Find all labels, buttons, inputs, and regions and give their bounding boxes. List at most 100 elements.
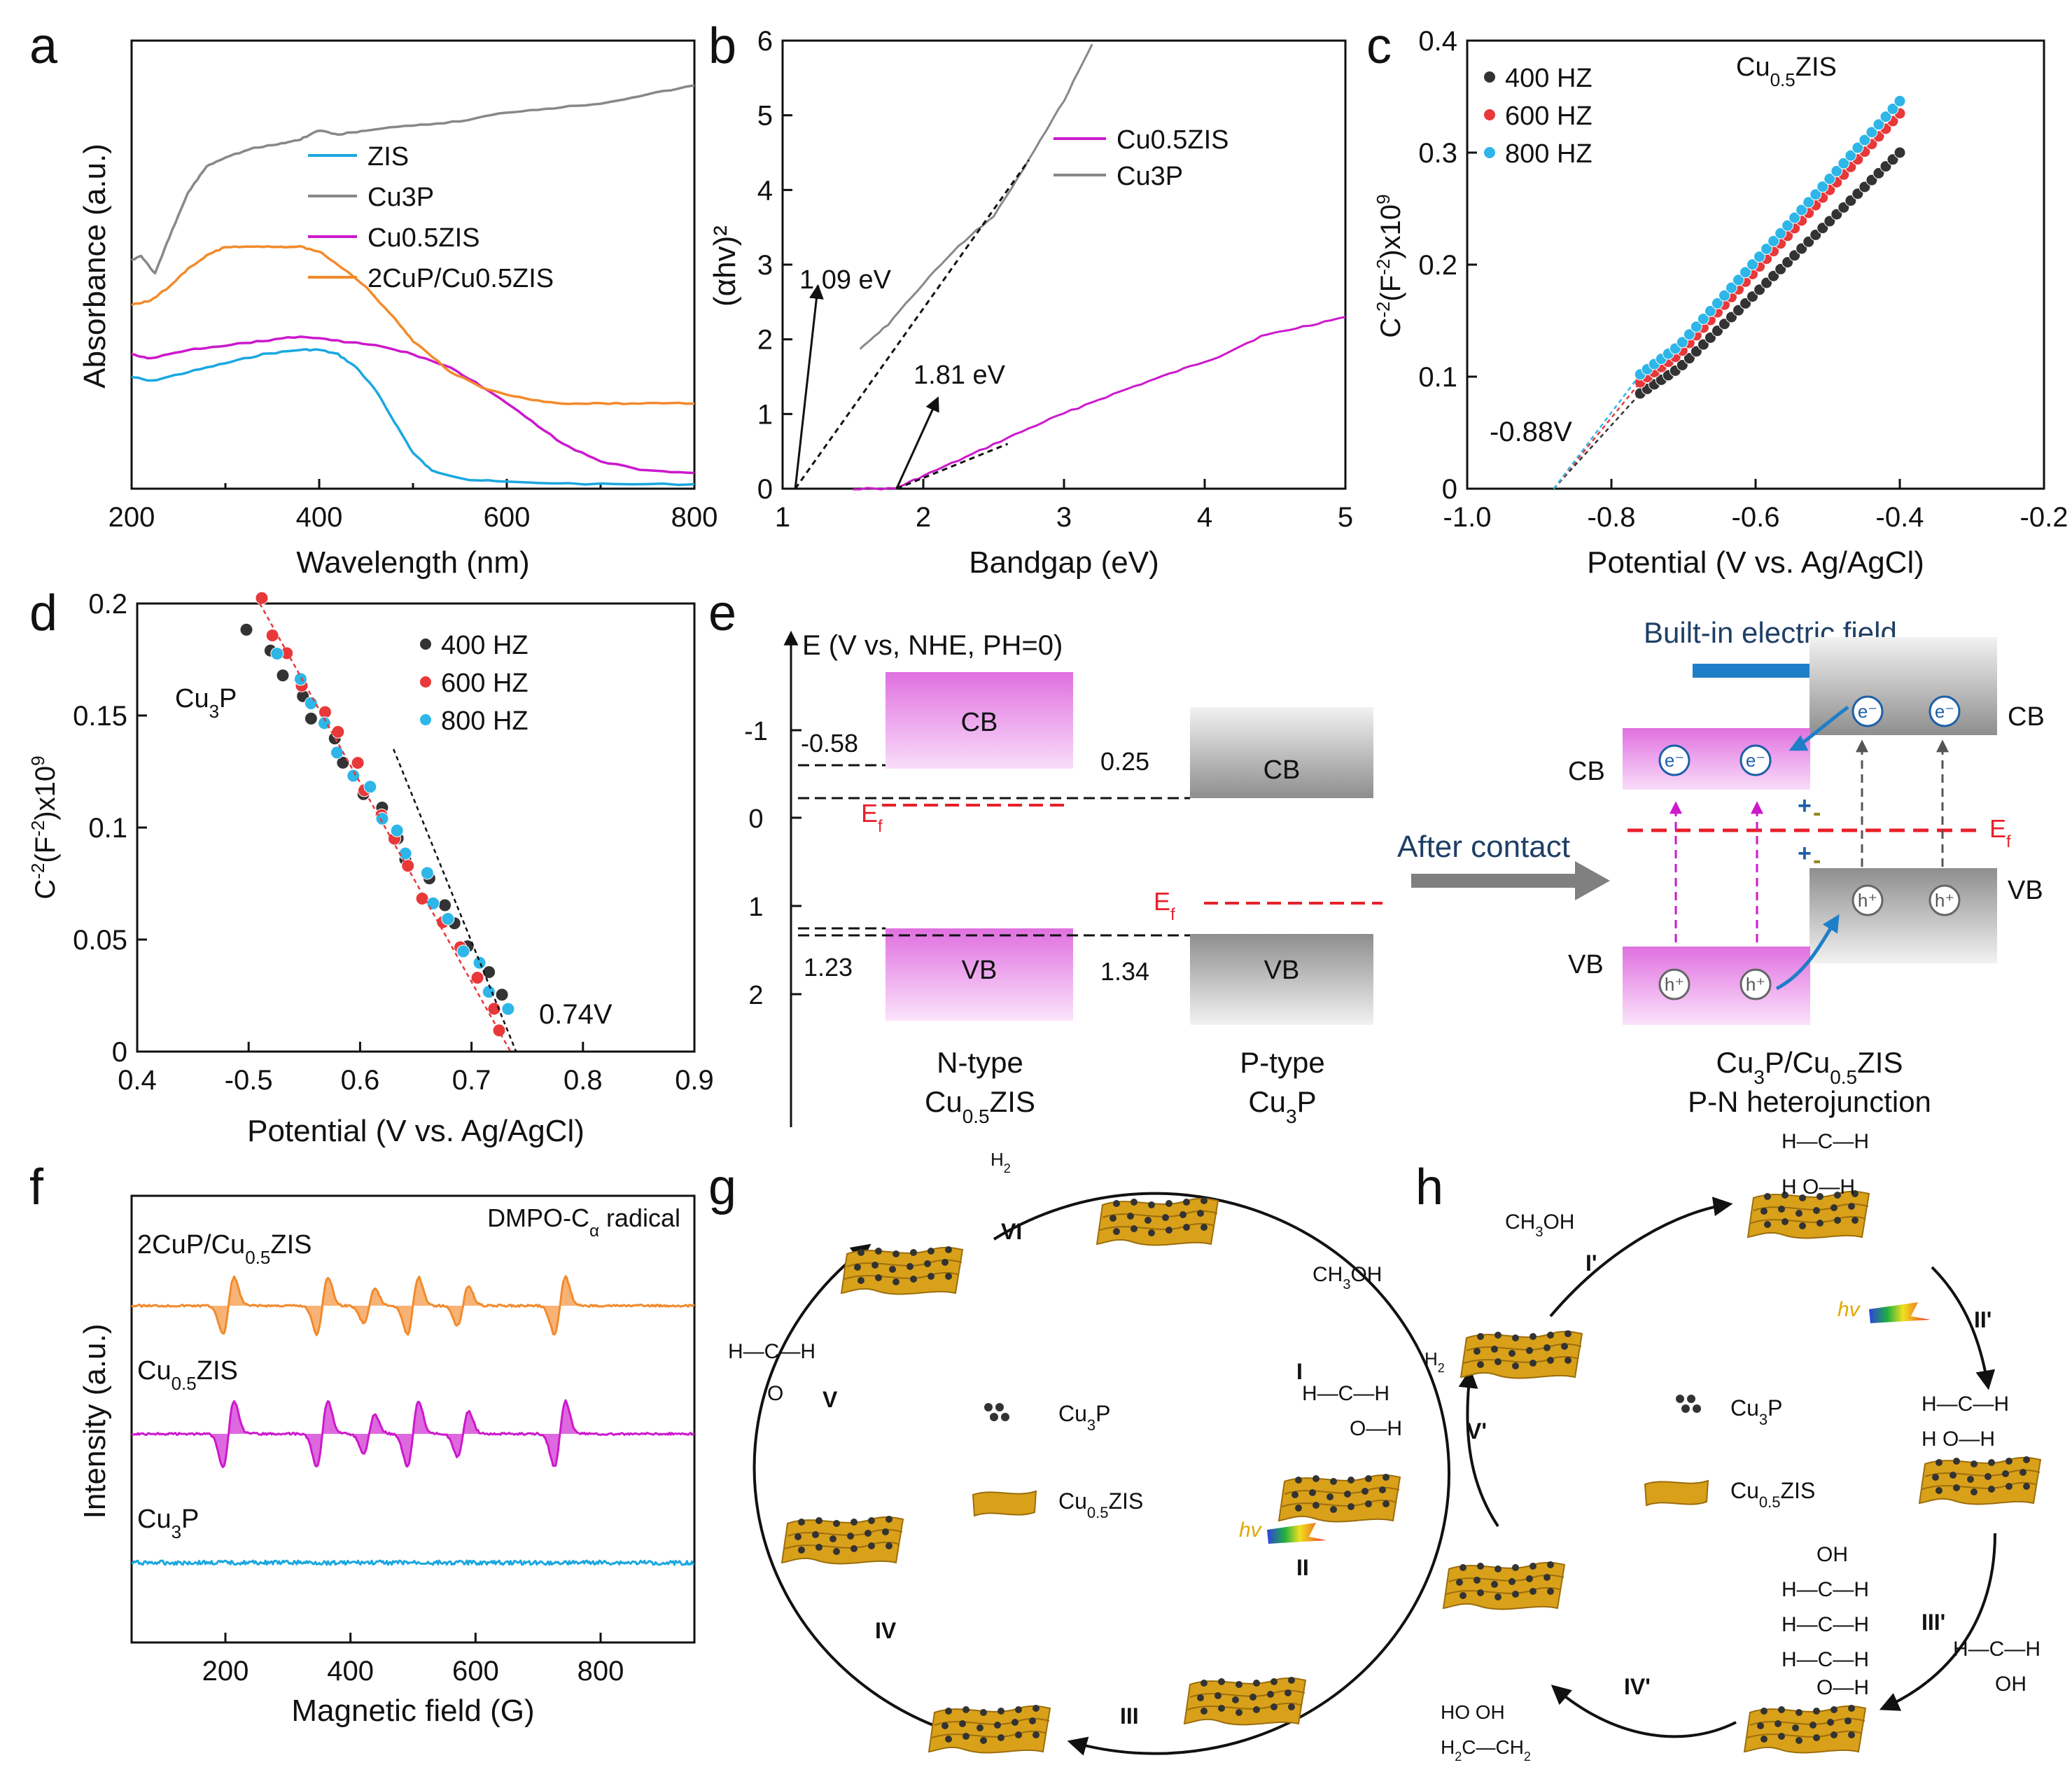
e-ytick-2: 2: [748, 981, 763, 1010]
panel-b-ann-181: 1.81 eV: [913, 361, 1006, 390]
g-formaldehyde-o: O: [767, 1382, 783, 1405]
g-ch2oh-o: O—H: [1350, 1417, 1402, 1440]
legend-c-800: 800 HZ: [1505, 139, 1592, 169]
panel-d-title: Cu3P: [175, 684, 237, 722]
g-step-iv: IV: [875, 1618, 897, 1643]
c-point: [1718, 289, 1730, 302]
e-field-arrow: [1693, 653, 1855, 689]
f-series-2CuP/Cu0.5ZIS: [131, 1275, 695, 1337]
e-hj-n-cb: [1623, 728, 1810, 790]
g-catalyst-i: [1278, 1473, 1401, 1523]
legend-d-dot-600: [420, 676, 431, 688]
e-plus-1: +: [1798, 793, 1812, 819]
d-point: [426, 896, 440, 910]
g-step-iii: III: [1120, 1703, 1139, 1729]
legend-c-600: 600 HZ: [1505, 102, 1592, 131]
a-series-Cu3P: [131, 84, 695, 275]
d-point: [363, 780, 377, 794]
e-ytick-m1: -1: [744, 717, 768, 746]
b-tangent-cu3p: [794, 159, 1030, 489]
panel-b-ylabel: (αhv)²: [708, 225, 742, 307]
panel-f-frame: [130, 1194, 696, 1644]
d-point: [456, 944, 470, 958]
panel-c-chart: -1.0 -0.8 -0.6 -0.4 -0.2 0 0.1 0.2 0.3 0.4 Potent…: [1373, 26, 2068, 580]
svg-text:h⁺: h⁺: [1935, 890, 1954, 911]
c-extrapolation: [1553, 374, 1642, 489]
d-point: [501, 1002, 515, 1016]
legend-b-cu05zis: Cu0.5ZIS: [1116, 125, 1229, 155]
d-point: [375, 811, 389, 825]
d-point: [351, 756, 365, 770]
h-chain-3: H—C—H: [1782, 1613, 1869, 1636]
b-ytick-label: 5: [757, 101, 773, 132]
g-h2: H2: [990, 1149, 1011, 1175]
d-ytick-label: 0: [112, 1037, 127, 1068]
d-point: [331, 725, 345, 739]
panel-label-h: h: [1415, 1159, 1443, 1215]
g-catalyst-iii: [1184, 1676, 1306, 1726]
a-xtick-label: 200: [108, 502, 155, 533]
h-radical-oh: OH: [1995, 1673, 2026, 1696]
svg-text:e⁻: e⁻: [1935, 701, 1954, 722]
c-point: [1879, 111, 1892, 123]
e-n-vb-band: [886, 928, 1073, 1021]
b-xtick-label: 1: [775, 502, 790, 533]
b-xtick-label: 2: [916, 502, 931, 533]
d-point: [304, 696, 318, 710]
g-step-vi: VI: [1001, 1219, 1022, 1244]
h-radical: H—C—H: [1953, 1638, 2040, 1661]
e-n-type: N-type: [937, 1046, 1023, 1079]
e-minus-2: -: [1813, 847, 1821, 874]
c-point: [1886, 103, 1899, 116]
d-point: [441, 912, 455, 926]
g-step-ii: II: [1296, 1555, 1309, 1580]
g-legend: Cu3P Cu0.5ZIS: [972, 1401, 1143, 1521]
h-cycle-arrow: [1549, 1197, 1733, 1318]
panel-b-frame: [781, 39, 1347, 490]
panel-c-xlabel: Potential (V vs. Ag/AgCl): [1587, 545, 1924, 580]
e-n-cb-band: [886, 672, 1073, 769]
h-step-i: I': [1586, 1250, 1597, 1276]
g-catalyst-iv: [928, 1704, 1051, 1754]
panel-e-diagram: E (V vs, NHE, PH=0) -1 0 1 2 CB VB CB VB…: [744, 616, 2045, 1127]
d-point: [472, 956, 486, 970]
panel-label-a: a: [29, 18, 58, 74]
d-point: [438, 898, 452, 912]
d-ytick-label: 0.2: [88, 589, 127, 620]
g-cycle-arrow-2: [752, 1243, 967, 1738]
h-chain-1: OH: [1816, 1543, 1848, 1566]
d-point: [239, 622, 253, 636]
e-n-name: Cu0.5ZIS: [925, 1085, 1035, 1127]
d-point: [336, 755, 350, 769]
panel-f-lab-3: Cu3P: [137, 1505, 199, 1542]
b-ytick-label: 4: [757, 175, 773, 206]
panel-a-ylabel: Absorbance (a.u.): [78, 144, 112, 389]
d-point: [495, 988, 509, 1002]
g-legend-zis: Cu0.5ZIS: [1058, 1488, 1143, 1521]
c-point: [1690, 321, 1702, 333]
panel-a-xlabel: Wavelength (nm): [296, 545, 529, 580]
a-xtick-label: 800: [671, 502, 718, 533]
e-n-cb-label: CB: [961, 708, 998, 737]
h-catalyst-iii: [1744, 1704, 1866, 1754]
a-series-ZIS: [131, 348, 695, 487]
h-catalyst-v: [1443, 1561, 1565, 1610]
h-ii-mol: H—C—H: [1921, 1393, 2009, 1416]
svg-text:h⁺: h⁺: [1858, 890, 1877, 911]
f-series-Cu3P: [131, 1559, 695, 1566]
d-point: [420, 866, 434, 880]
h-cycle-arrow-4: [1550, 1684, 1737, 1738]
d-point: [487, 1002, 501, 1016]
d-ytick-label: 0.05: [73, 925, 127, 956]
g-hv: hv: [1239, 1519, 1263, 1542]
panel-h-cycle: Cu3P Cu0.5ZIS I' II' III' IV' V' CH3OH H…: [1424, 1130, 2041, 1764]
g-legend-cu3p: Cu3P: [1058, 1401, 1111, 1434]
b-xtick-label: 5: [1338, 502, 1353, 533]
legend-c-dot-400: [1484, 71, 1495, 83]
legend-a-2cup: 2CuP/Cu0.5ZIS: [368, 264, 554, 293]
h-chain-2: H—C—H: [1782, 1578, 1869, 1601]
legend-a-cu05zis: Cu0.5ZIS: [368, 223, 480, 253]
c-point: [1740, 266, 1752, 279]
